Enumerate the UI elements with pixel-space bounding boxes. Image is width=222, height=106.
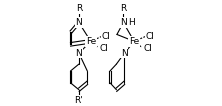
Text: Cl: Cl — [99, 44, 108, 53]
Text: Fe: Fe — [129, 37, 139, 46]
Text: Cl: Cl — [143, 44, 152, 53]
Text: R: R — [76, 4, 82, 13]
Text: N: N — [121, 49, 128, 58]
Text: N: N — [120, 18, 127, 27]
Text: N: N — [75, 49, 82, 58]
Text: N: N — [75, 18, 82, 27]
Text: Cl: Cl — [146, 32, 155, 41]
Text: R': R' — [75, 96, 83, 105]
Text: R: R — [120, 4, 127, 13]
Text: Fe: Fe — [86, 37, 96, 46]
Text: Cl: Cl — [102, 32, 111, 41]
Text: H: H — [128, 18, 135, 27]
